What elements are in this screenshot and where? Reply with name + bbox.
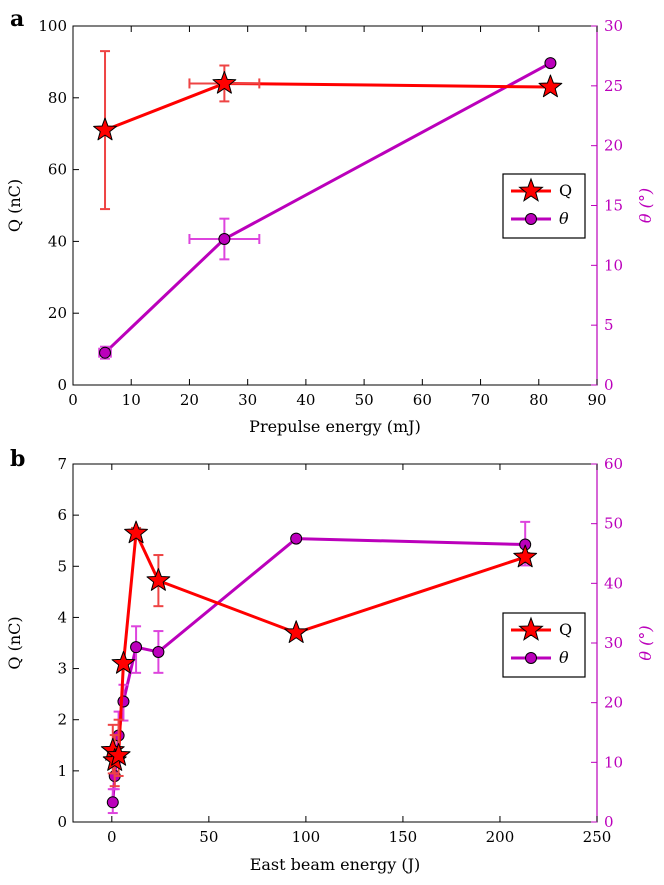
x-tick-label: 250	[583, 828, 612, 846]
x-tick-label: 100	[292, 828, 321, 846]
series-q	[93, 50, 563, 211]
y2-axis-label: θ (°)	[636, 188, 655, 223]
legend-marker-star	[518, 616, 544, 641]
legend-label: Q	[559, 620, 572, 639]
x-tick-label: 200	[486, 828, 515, 846]
data-point-star	[111, 650, 136, 674]
y-tick-label: 40	[48, 232, 67, 250]
series-theta	[106, 520, 532, 815]
legend: Qθ	[502, 612, 586, 678]
series-line	[104, 81, 551, 132]
panel-label: b	[10, 446, 25, 472]
x-tick-label: 0	[107, 828, 117, 846]
y-tick-label: 20	[48, 304, 67, 322]
legend-label: Q	[559, 181, 572, 200]
x-tick-label: 60	[413, 391, 432, 409]
y-tick-label: 60	[48, 161, 67, 179]
y-tick-label: 2	[57, 711, 67, 729]
legend-marker-star	[518, 177, 544, 202]
y-tick-label: 0	[57, 813, 67, 831]
y-tick-label: 4	[57, 608, 67, 626]
legend-box	[502, 173, 586, 239]
data-point-circle	[106, 796, 119, 809]
y-tick-label: 1	[57, 762, 67, 780]
data-point-star	[538, 74, 563, 98]
legend-label: θ	[559, 209, 569, 228]
series-theta	[98, 57, 557, 360]
y-axis-label: Q (nC)	[5, 616, 24, 669]
y-tick-label: 0	[57, 376, 67, 394]
y-tick-label: 6	[57, 506, 67, 524]
x-tick-label: 20	[180, 391, 199, 409]
y-tick-label: 100	[38, 17, 67, 35]
data-point-circle	[130, 641, 143, 654]
y-tick-label: 80	[48, 89, 67, 107]
y2-tick-label: 50	[604, 515, 623, 533]
data-point-star	[124, 520, 148, 544]
x-tick-label: 0	[68, 391, 78, 409]
x-axis-label: East beam energy (J)	[250, 855, 421, 874]
y-tick-label: 7	[57, 455, 67, 473]
y2-tick-label: 60	[604, 455, 623, 473]
legend-marker-circle	[525, 652, 537, 664]
legend-box	[502, 612, 586, 678]
data-point-star	[284, 620, 309, 643]
y2-tick-label: 30	[604, 17, 623, 35]
series-q	[100, 520, 538, 788]
x-tick-label: 50	[199, 828, 218, 846]
x-tick-label: 50	[355, 391, 374, 409]
data-point-circle	[117, 695, 130, 708]
data-point-circle	[544, 57, 557, 70]
y-tick-label: 5	[57, 557, 67, 575]
y-tick-label: 3	[57, 660, 67, 678]
x-axis-label: Prepulse energy (mJ)	[249, 417, 421, 436]
legend: Qθ	[502, 173, 586, 239]
data-point-circle	[99, 346, 112, 359]
y2-tick-label: 10	[604, 256, 623, 274]
y2-tick-label: 30	[604, 634, 623, 652]
data-point-circle	[290, 532, 303, 545]
y2-tick-label: 0	[604, 813, 614, 831]
y2-tick-label: 10	[604, 753, 623, 771]
series-line	[111, 531, 526, 763]
data-point-star	[513, 544, 538, 568]
legend-marker-circle	[525, 213, 537, 225]
x-tick-label: 90	[587, 391, 606, 409]
data-point-star	[106, 743, 131, 766]
series-line	[103, 61, 552, 354]
y2-tick-label: 5	[604, 316, 614, 334]
y2-tick-label: 20	[604, 137, 623, 155]
y2-tick-label: 0	[604, 376, 614, 394]
x-tick-label: 150	[389, 828, 418, 846]
y-axis-label: Q (nC)	[5, 179, 24, 232]
y2-tick-label: 25	[604, 77, 623, 95]
data-point-circle	[152, 645, 165, 658]
x-tick-label: 10	[122, 391, 141, 409]
x-tick-label: 30	[238, 391, 257, 409]
y2-tick-label: 15	[604, 197, 623, 215]
panel-label: a	[10, 6, 24, 32]
y2-tick-label: 40	[604, 574, 623, 592]
data-point-star	[146, 568, 171, 591]
data-point-star	[93, 117, 117, 141]
legend-label: θ	[559, 648, 569, 667]
x-tick-label: 80	[529, 391, 548, 409]
x-tick-label: 40	[296, 391, 315, 409]
data-point-circle	[218, 233, 231, 246]
y2-axis-label: θ (°)	[636, 625, 655, 660]
x-tick-label: 70	[471, 391, 490, 409]
data-point-star	[212, 70, 237, 94]
y2-tick-label: 20	[604, 694, 623, 712]
